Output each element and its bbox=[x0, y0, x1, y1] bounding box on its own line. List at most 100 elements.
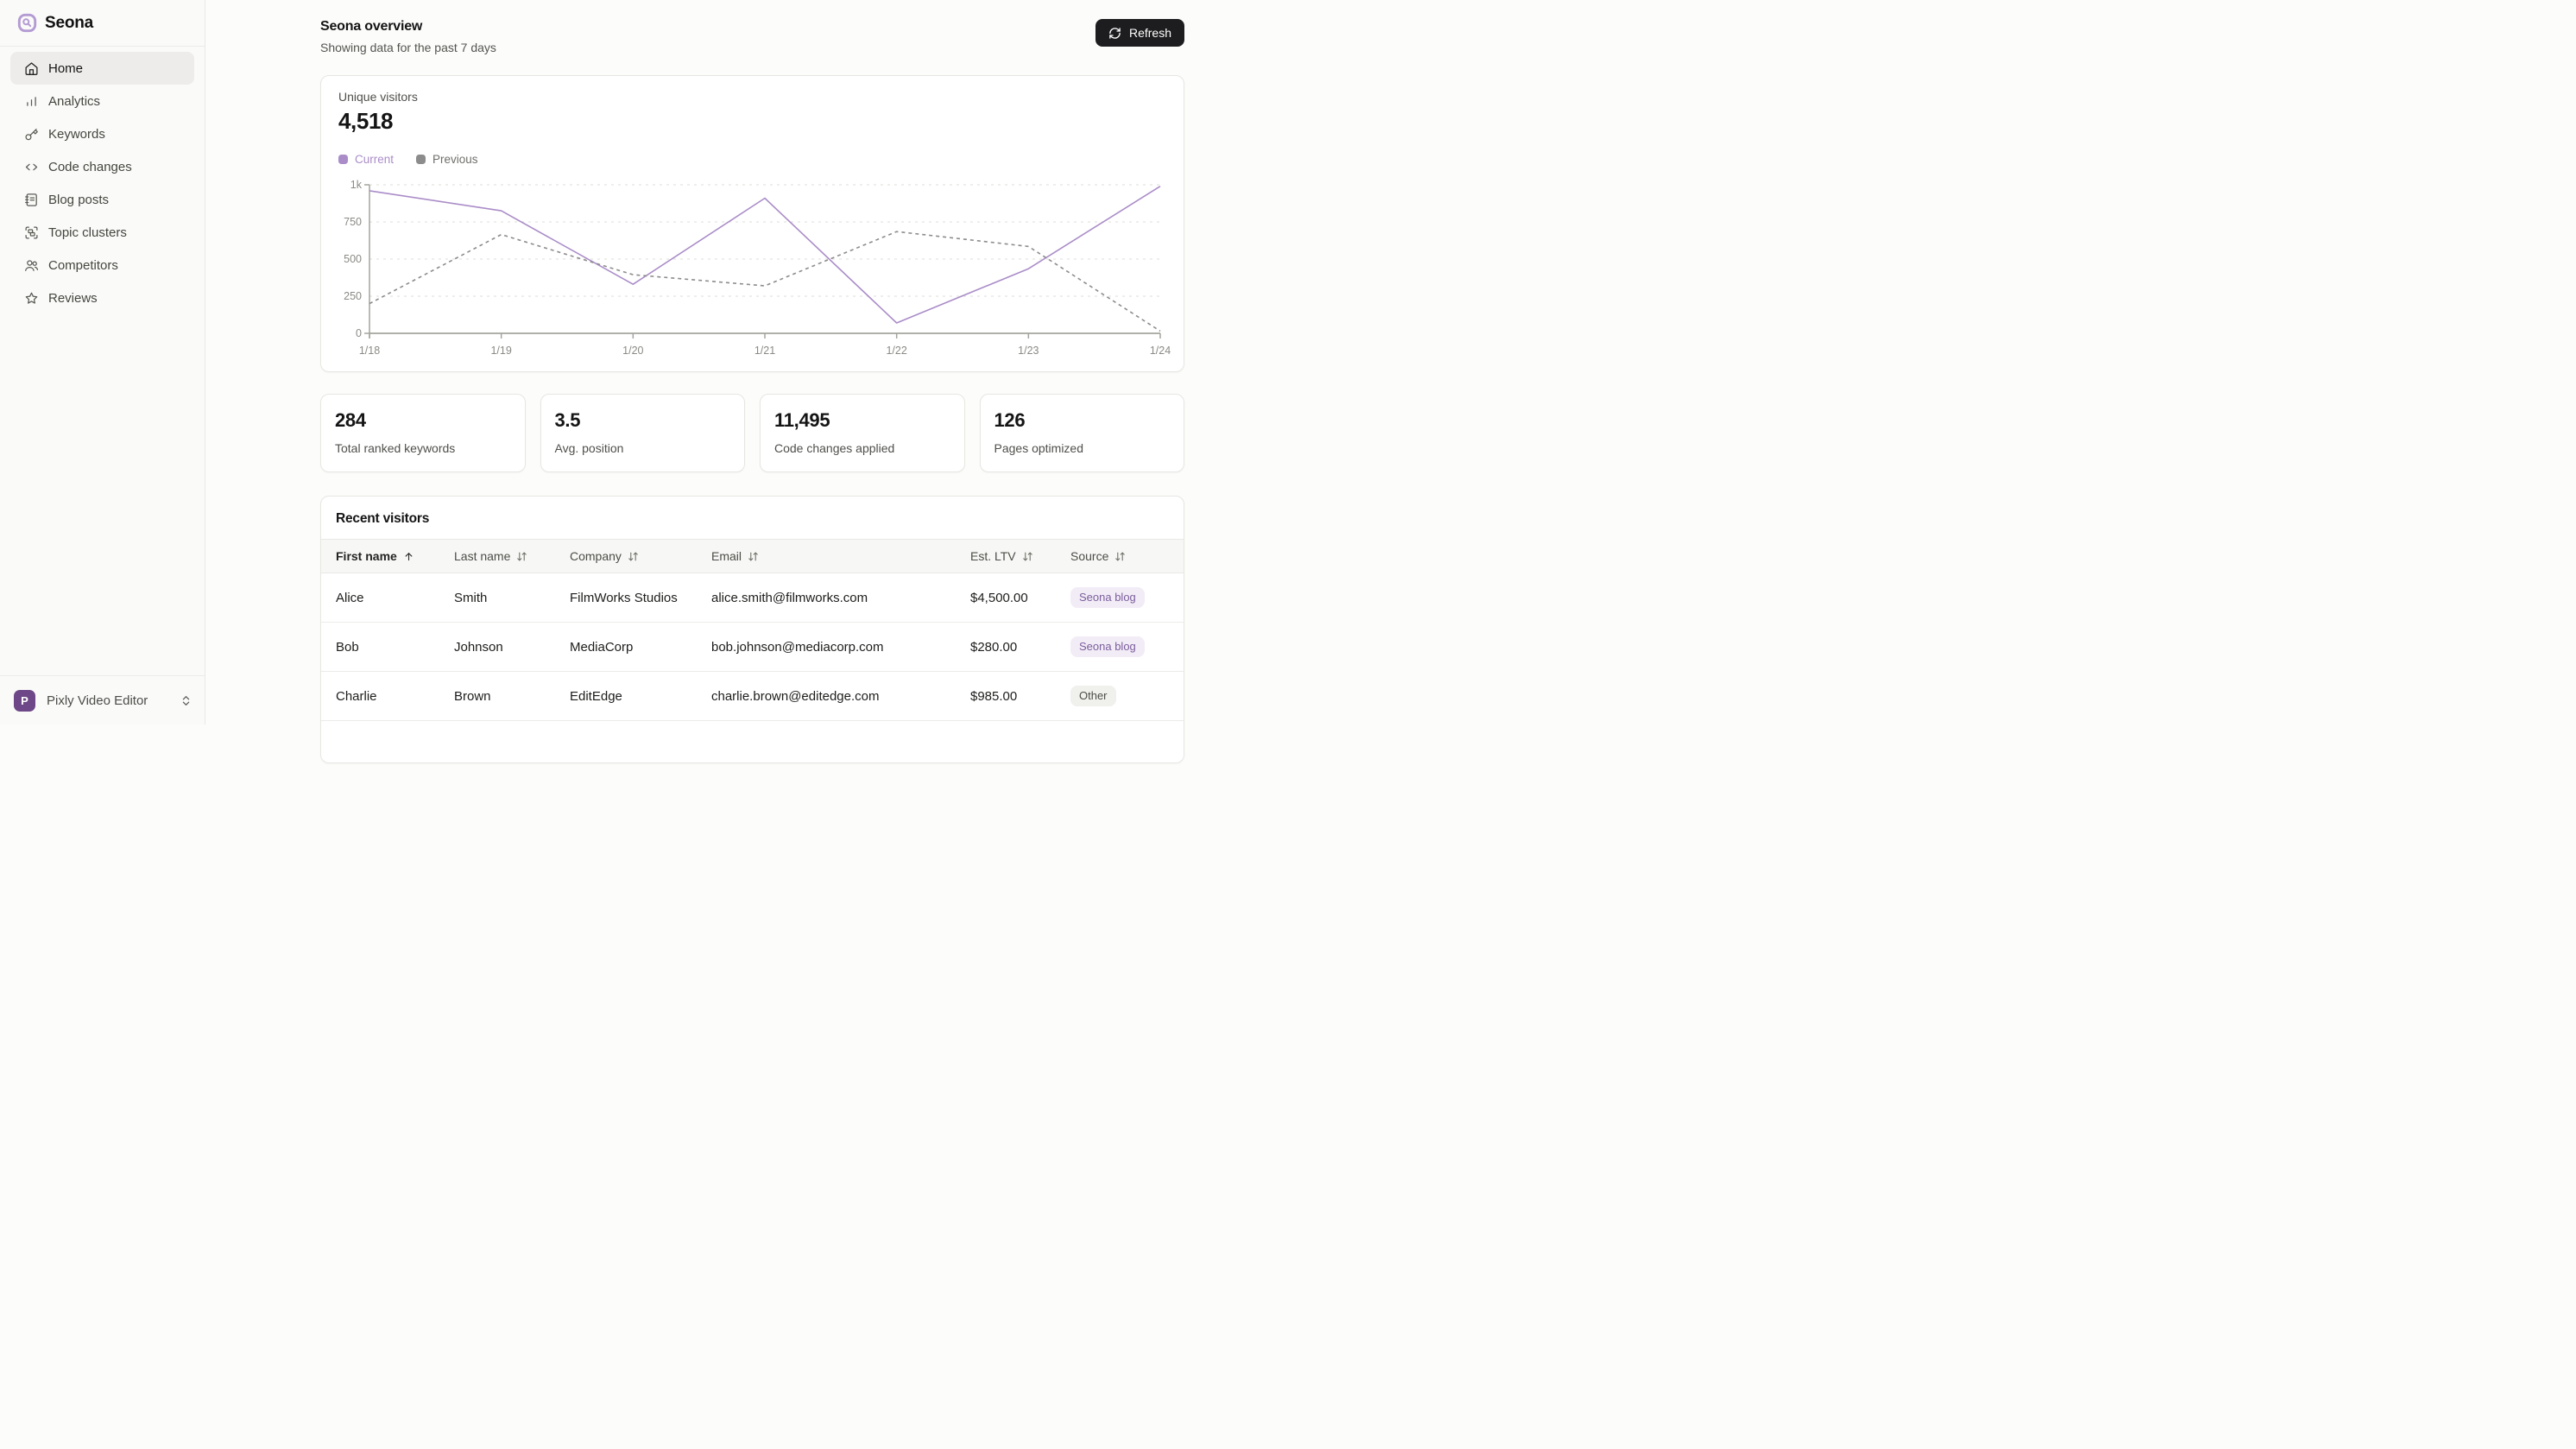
svg-text:0: 0 bbox=[356, 327, 362, 339]
cell-last-name: Brown bbox=[454, 688, 491, 704]
cell-email: alice.smith@filmworks.com bbox=[711, 590, 868, 605]
column-header-company[interactable]: Company bbox=[570, 549, 711, 563]
cell-est-ltv: $280.00 bbox=[970, 639, 1018, 655]
sidebar-nav: Home Analytics Keywords Code changes Blo… bbox=[0, 47, 205, 675]
cell-source: Seona blog bbox=[1070, 636, 1184, 657]
cell-email: charlie.brown@editedge.com bbox=[711, 688, 880, 704]
sort-asc-icon bbox=[403, 551, 414, 562]
stat-value: 126 bbox=[994, 409, 1026, 431]
analytics-icon bbox=[27, 96, 36, 106]
table-row: Bob Johnson MediaCorp bob.johnson@mediac… bbox=[321, 623, 1184, 672]
svg-text:1/21: 1/21 bbox=[754, 345, 775, 357]
metric-label: Unique visitors bbox=[338, 90, 418, 104]
table-title: Recent visitors bbox=[336, 511, 430, 526]
cell-first-name: Bob bbox=[336, 639, 359, 655]
refresh-icon bbox=[1109, 27, 1121, 39]
sort-icon bbox=[748, 551, 759, 562]
star-icon bbox=[25, 292, 38, 304]
stat-value: 3.5 bbox=[554, 409, 581, 431]
svg-text:1/20: 1/20 bbox=[622, 345, 643, 357]
unique-visitors-chart: 0 250 500 750 1k 1/18 1/19 1/20 1/21 1/22 1/23 1/24 bbox=[344, 179, 1171, 357]
table-row: Charlie Brown EditEdge charlie.brown@edi… bbox=[321, 672, 1184, 721]
source-badge: Seona blog bbox=[1070, 587, 1145, 608]
svg-text:1/18: 1/18 bbox=[359, 345, 380, 357]
column-header-source[interactable]: Source bbox=[1070, 549, 1184, 563]
key-icon bbox=[24, 127, 39, 142]
table-body: Alice Smith FilmWorks Studios alice.smit… bbox=[321, 573, 1184, 721]
cell-company: MediaCorp bbox=[570, 639, 634, 655]
arrow-down-up-icon bbox=[748, 552, 758, 560]
arrow-down-up-icon bbox=[517, 552, 527, 560]
sidebar-item-topic-clusters[interactable]: Topic clusters bbox=[10, 216, 194, 249]
source-badge: Seona blog bbox=[1070, 636, 1145, 657]
sidebar-item-analytics[interactable]: Analytics bbox=[10, 85, 194, 117]
workspace-avatar: P bbox=[14, 689, 35, 712]
blog-icon bbox=[25, 193, 37, 206]
svg-text:1/19: 1/19 bbox=[490, 345, 511, 357]
svg-text:1/24: 1/24 bbox=[1150, 345, 1171, 357]
column-header-first-name[interactable]: First name bbox=[336, 549, 454, 563]
legend-item: Previous bbox=[416, 153, 478, 166]
arrow-down-up-icon bbox=[628, 552, 638, 560]
sidebar-item-home[interactable]: Home bbox=[10, 52, 194, 85]
sort-icon bbox=[516, 551, 527, 562]
legend-item: Current bbox=[338, 153, 394, 166]
table-row: Alice Smith FilmWorks Studios alice.smit… bbox=[321, 573, 1184, 623]
page-title: Seona overview bbox=[320, 19, 423, 34]
svg-text:1k: 1k bbox=[350, 179, 363, 191]
cluster-icon bbox=[25, 225, 38, 239]
code-icon bbox=[24, 160, 39, 174]
refresh-button[interactable]: Refresh bbox=[1095, 19, 1184, 47]
code-icon bbox=[25, 163, 38, 170]
stat-card: 284 Total ranked keywords bbox=[320, 394, 526, 472]
home-icon bbox=[24, 61, 39, 76]
recent-visitors-card: Recent visitors First name Last name Com… bbox=[320, 496, 1184, 763]
column-header-est-ltv[interactable]: Est. LTV bbox=[970, 549, 1070, 563]
svg-text:1/23: 1/23 bbox=[1018, 345, 1039, 357]
sidebar-item-reviews[interactable]: Reviews bbox=[10, 282, 194, 314]
sidebar-item-blog-posts[interactable]: Blog posts bbox=[10, 183, 194, 216]
cell-company: EditEdge bbox=[570, 688, 622, 704]
brand-name: Seona bbox=[45, 13, 94, 32]
brand: Seona bbox=[0, 0, 205, 47]
column-header-last-name[interactable]: Last name bbox=[454, 549, 570, 563]
legend-swatch bbox=[338, 155, 348, 164]
stat-card: 3.5 Avg. position bbox=[540, 394, 745, 472]
arrow-up-icon bbox=[405, 552, 413, 560]
svg-text:750: 750 bbox=[344, 216, 362, 228]
sort-icon bbox=[1022, 551, 1033, 562]
cell-est-ltv: $4,500.00 bbox=[970, 590, 1028, 605]
cell-last-name: Smith bbox=[454, 590, 488, 605]
chart-legend: Current Previous bbox=[338, 153, 1166, 166]
source-badge: Other bbox=[1070, 686, 1116, 706]
cell-first-name: Alice bbox=[336, 590, 364, 605]
sort-icon bbox=[1114, 551, 1126, 562]
cell-last-name: Johnson bbox=[454, 639, 503, 655]
workspace-name: Pixly Video Editor bbox=[47, 693, 148, 708]
users-icon bbox=[25, 259, 39, 271]
sidebar-item-code-changes[interactable]: Code changes bbox=[10, 150, 194, 183]
refresh-label: Refresh bbox=[1128, 26, 1171, 40]
cell-first-name: Charlie bbox=[336, 688, 377, 704]
column-header-email[interactable]: Email bbox=[711, 549, 970, 563]
stat-label: Total ranked keywords bbox=[335, 441, 456, 455]
sort-icon bbox=[628, 551, 639, 562]
home-icon bbox=[25, 61, 38, 75]
analytics-icon bbox=[24, 94, 39, 109]
cell-company: FilmWorks Studios bbox=[570, 590, 678, 605]
star-icon bbox=[24, 291, 39, 306]
topbar: Seona overview Showing data for the past… bbox=[320, 19, 1184, 54]
workspace-switcher[interactable]: P Pixly Video Editor bbox=[0, 675, 205, 724]
stats-row: 284 Total ranked keywords 3.5 Avg. posit… bbox=[320, 394, 1184, 472]
svg-text:500: 500 bbox=[344, 253, 362, 265]
svg-text:250: 250 bbox=[344, 290, 362, 302]
key-icon bbox=[25, 128, 38, 140]
sidebar-item-competitors[interactable]: Competitors bbox=[10, 249, 194, 282]
blog-icon bbox=[24, 193, 39, 207]
sidebar-item-keywords[interactable]: Keywords bbox=[10, 117, 194, 150]
cell-source: Other bbox=[1070, 686, 1184, 706]
seona-logo-icon bbox=[17, 13, 37, 33]
users-icon bbox=[24, 258, 39, 273]
stat-card: 11,495 Code changes applied bbox=[760, 394, 965, 472]
table-header-row: First name Last name Company Email Est. … bbox=[321, 539, 1184, 573]
